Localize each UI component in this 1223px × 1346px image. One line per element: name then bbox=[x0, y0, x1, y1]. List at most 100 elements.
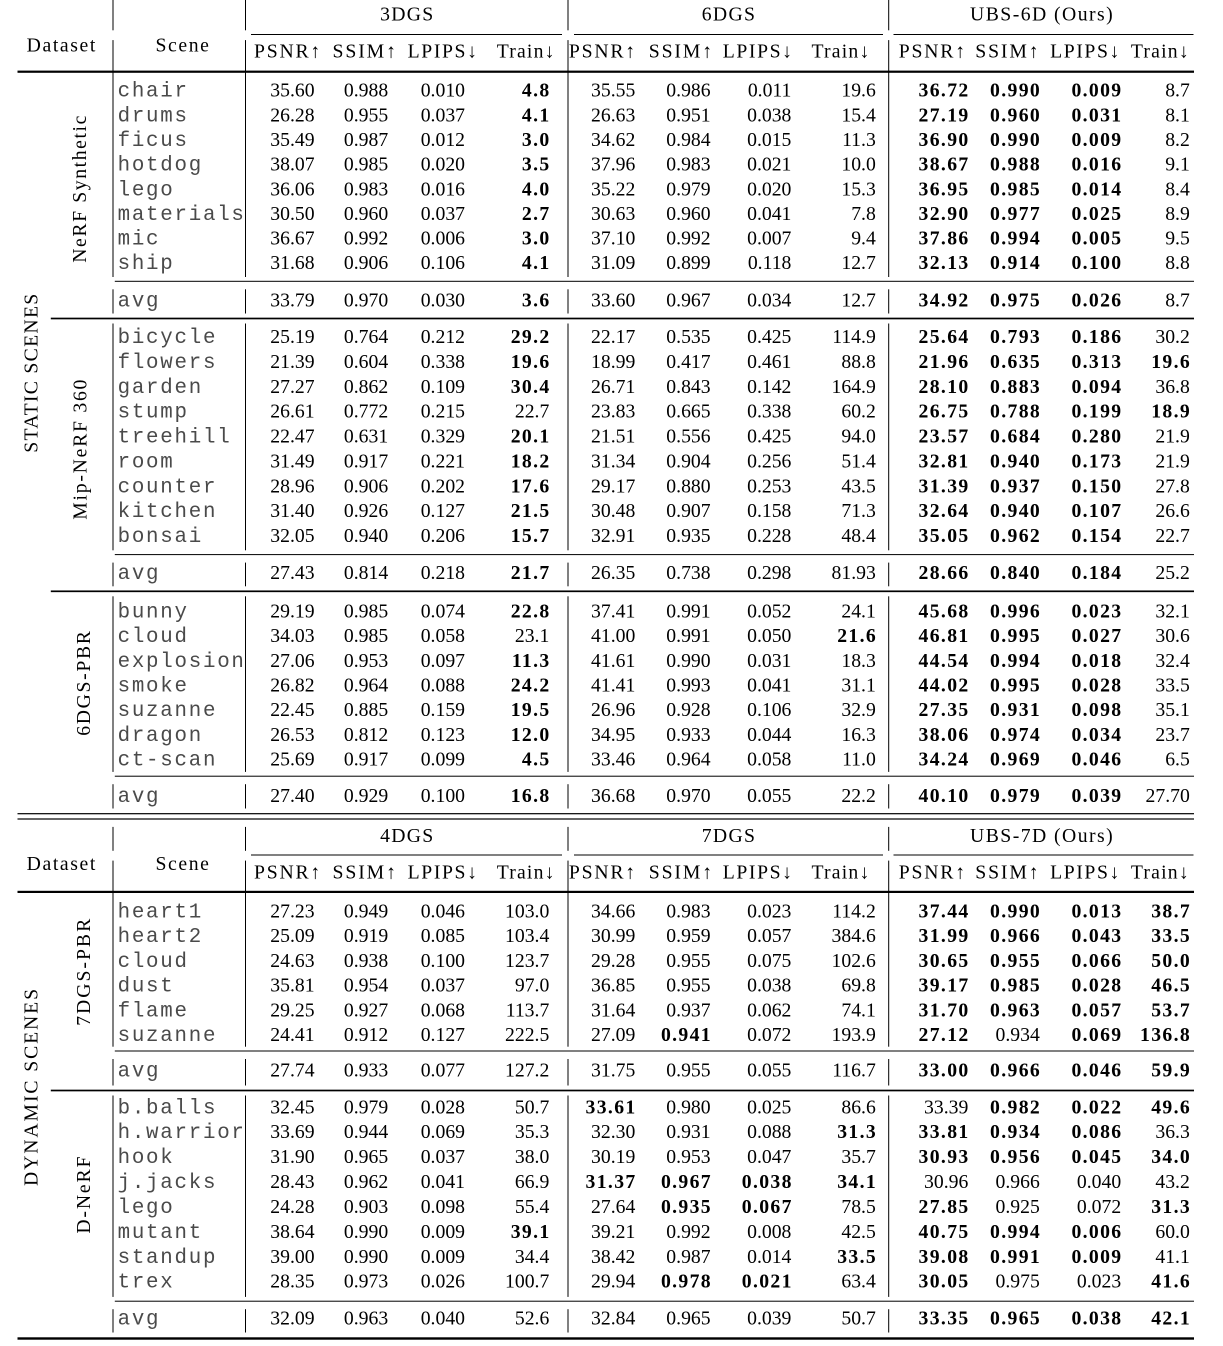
svg-text:0.963: 0.963 bbox=[990, 999, 1041, 1021]
svg-text:SSIM↑: SSIM↑ bbox=[649, 861, 714, 883]
svg-text:27.09: 27.09 bbox=[591, 1024, 635, 1046]
svg-text:39.17: 39.17 bbox=[919, 975, 970, 997]
svg-text:15.3: 15.3 bbox=[841, 178, 876, 200]
svg-text:22.47: 22.47 bbox=[270, 426, 314, 448]
svg-text:Dataset: Dataset bbox=[27, 853, 97, 875]
svg-text:81.93: 81.93 bbox=[832, 562, 876, 584]
svg-text:0.917: 0.917 bbox=[344, 450, 388, 472]
svg-text:Train↓: Train↓ bbox=[812, 40, 871, 62]
svg-text:0.338: 0.338 bbox=[747, 401, 791, 423]
svg-text:46.5: 46.5 bbox=[1151, 975, 1191, 997]
svg-text:0.039: 0.039 bbox=[1071, 785, 1122, 807]
svg-text:PSNR↑: PSNR↑ bbox=[899, 861, 967, 883]
svg-text:0.994: 0.994 bbox=[990, 650, 1041, 672]
svg-text:flame: flame bbox=[118, 1000, 189, 1023]
svg-text:0.956: 0.956 bbox=[990, 1146, 1041, 1168]
svg-text:0.938: 0.938 bbox=[344, 950, 388, 972]
svg-text:smoke: smoke bbox=[118, 676, 189, 699]
svg-text:0.020: 0.020 bbox=[421, 154, 465, 176]
svg-text:0.926: 0.926 bbox=[344, 500, 388, 522]
svg-text:0.280: 0.280 bbox=[1071, 426, 1122, 448]
svg-text:35.55: 35.55 bbox=[591, 80, 635, 102]
svg-text:0.031: 0.031 bbox=[747, 650, 791, 672]
svg-text:j.jacks: j.jacks bbox=[118, 1172, 218, 1195]
svg-text:29.19: 29.19 bbox=[270, 600, 314, 622]
svg-text:30.2: 30.2 bbox=[1155, 326, 1189, 348]
svg-text:31.09: 31.09 bbox=[591, 252, 635, 274]
svg-text:0.993: 0.993 bbox=[666, 675, 710, 697]
svg-text:19.5: 19.5 bbox=[511, 699, 551, 721]
svg-text:0.556: 0.556 bbox=[666, 426, 710, 448]
svg-text:0.934: 0.934 bbox=[990, 1121, 1041, 1143]
svg-text:30.99: 30.99 bbox=[591, 925, 635, 947]
svg-text:0.045: 0.045 bbox=[1071, 1146, 1122, 1168]
svg-text:29.28: 29.28 bbox=[591, 950, 635, 972]
svg-text:19.6: 19.6 bbox=[1151, 351, 1191, 373]
svg-text:116.7: 116.7 bbox=[832, 1060, 876, 1082]
svg-text:LPIPS↓: LPIPS↓ bbox=[1050, 861, 1121, 883]
svg-text:SSIM↑: SSIM↑ bbox=[649, 40, 714, 62]
svg-text:97.0: 97.0 bbox=[515, 975, 550, 997]
svg-text:33.81: 33.81 bbox=[919, 1121, 970, 1143]
svg-text:27.06: 27.06 bbox=[270, 650, 314, 672]
svg-text:31.99: 31.99 bbox=[919, 925, 970, 947]
svg-text:UBS-7D (Ours): UBS-7D (Ours) bbox=[970, 825, 1114, 847]
svg-text:0.425: 0.425 bbox=[747, 326, 791, 348]
svg-text:0.949: 0.949 bbox=[344, 900, 388, 922]
svg-text:11.3: 11.3 bbox=[512, 650, 551, 672]
svg-text:0.899: 0.899 bbox=[666, 252, 710, 274]
svg-text:35.7: 35.7 bbox=[841, 1146, 876, 1168]
svg-text:113.7: 113.7 bbox=[506, 999, 550, 1021]
svg-text:0.793: 0.793 bbox=[990, 326, 1041, 348]
svg-text:21.7: 21.7 bbox=[511, 562, 551, 584]
svg-text:0.978: 0.978 bbox=[661, 1271, 712, 1293]
svg-text:30.19: 30.19 bbox=[591, 1146, 635, 1168]
svg-text:0.106: 0.106 bbox=[421, 252, 465, 274]
svg-text:0.990: 0.990 bbox=[990, 129, 1041, 151]
svg-text:0.917: 0.917 bbox=[344, 749, 388, 771]
svg-text:0.041: 0.041 bbox=[421, 1171, 465, 1193]
svg-text:0.038: 0.038 bbox=[1071, 1308, 1122, 1330]
svg-text:0.535: 0.535 bbox=[666, 326, 710, 348]
svg-text:32.45: 32.45 bbox=[270, 1096, 314, 1118]
svg-text:8.4: 8.4 bbox=[1165, 178, 1190, 200]
svg-text:0.985: 0.985 bbox=[990, 178, 1041, 200]
svg-text:0.983: 0.983 bbox=[344, 178, 388, 200]
svg-text:0.298: 0.298 bbox=[747, 562, 791, 584]
svg-text:0.329: 0.329 bbox=[421, 426, 465, 448]
svg-text:PSNR↑: PSNR↑ bbox=[569, 40, 637, 62]
svg-text:0.009: 0.009 bbox=[1071, 129, 1122, 151]
svg-text:0.991: 0.991 bbox=[666, 600, 710, 622]
svg-text:SSIM↑: SSIM↑ bbox=[975, 861, 1040, 883]
svg-text:0.965: 0.965 bbox=[990, 1308, 1041, 1330]
svg-text:h.warrior: h.warrior bbox=[118, 1122, 246, 1145]
svg-text:12.7: 12.7 bbox=[841, 290, 876, 312]
svg-text:0.109: 0.109 bbox=[421, 376, 465, 398]
svg-text:0.996: 0.996 bbox=[990, 600, 1041, 622]
svg-text:0.919: 0.919 bbox=[344, 925, 388, 947]
svg-text:29.2: 29.2 bbox=[511, 326, 551, 348]
svg-text:0.009: 0.009 bbox=[1071, 80, 1122, 102]
svg-text:25.69: 25.69 bbox=[270, 749, 314, 771]
svg-text:27.43: 27.43 bbox=[270, 562, 314, 584]
svg-text:27.64: 27.64 bbox=[591, 1196, 635, 1218]
svg-text:24.63: 24.63 bbox=[270, 950, 314, 972]
svg-text:28.35: 28.35 bbox=[270, 1271, 314, 1293]
svg-text:0.041: 0.041 bbox=[747, 203, 791, 225]
svg-text:7DGS-PBR: 7DGS-PBR bbox=[73, 917, 95, 1026]
svg-text:43.2: 43.2 bbox=[1155, 1171, 1189, 1193]
svg-text:0.988: 0.988 bbox=[990, 154, 1041, 176]
svg-text:33.69: 33.69 bbox=[270, 1121, 314, 1143]
svg-text:0.046: 0.046 bbox=[1071, 1060, 1122, 1082]
svg-text:27.8: 27.8 bbox=[1155, 475, 1190, 497]
svg-text:38.07: 38.07 bbox=[270, 154, 314, 176]
svg-text:26.75: 26.75 bbox=[919, 401, 970, 423]
svg-text:8.9: 8.9 bbox=[1165, 203, 1190, 225]
svg-text:51.4: 51.4 bbox=[841, 450, 876, 472]
svg-text:0.931: 0.931 bbox=[990, 699, 1041, 721]
svg-text:11.0: 11.0 bbox=[842, 749, 876, 771]
svg-text:31.39: 31.39 bbox=[919, 475, 970, 497]
svg-text:33.5: 33.5 bbox=[1151, 925, 1191, 947]
svg-text:0.127: 0.127 bbox=[421, 1024, 465, 1046]
svg-text:0.772: 0.772 bbox=[344, 401, 388, 423]
